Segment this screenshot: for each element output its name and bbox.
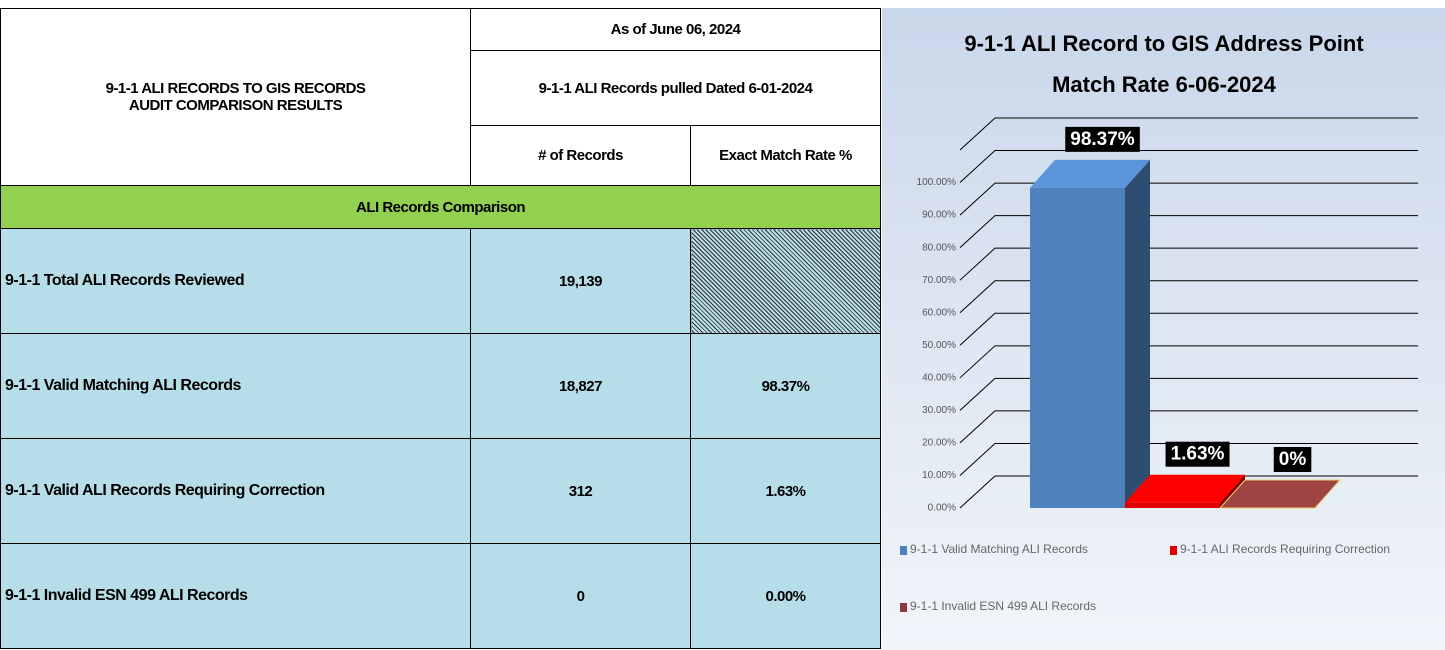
data-label-box bbox=[1165, 441, 1230, 467]
chart-background bbox=[882, 8, 1445, 650]
grid-line bbox=[959, 442, 1418, 476]
pulled-date: 9-1-1 ALI Records pulled Dated 6-01-2024 bbox=[469, 50, 882, 126]
data-label-box bbox=[1065, 126, 1140, 152]
y-tick-label: 90.00% bbox=[922, 210, 956, 221]
bar-top bbox=[1218, 479, 1342, 509]
section-header: ALI Records Comparison bbox=[0, 185, 882, 229]
column-header: Exact Match Rate % bbox=[689, 125, 882, 186]
y-tick-label: 70.00% bbox=[922, 275, 956, 286]
grid-line bbox=[959, 215, 1418, 249]
row-label: 9-1-1 Invalid ESN 499 ALI Records bbox=[0, 543, 471, 649]
match-rate: 1.63% bbox=[689, 438, 882, 544]
plot-frame bbox=[959, 117, 1418, 151]
grid-line bbox=[959, 345, 1418, 379]
legend-swatch bbox=[900, 546, 907, 555]
data-label-box bbox=[1273, 447, 1312, 473]
record-count: 0 bbox=[470, 543, 691, 649]
y-tick-label: 100.00% bbox=[917, 177, 957, 188]
chart-title: 9-1-1 ALI Record to GIS Address Point bbox=[964, 31, 1364, 56]
y-tick-label: 60.00% bbox=[922, 307, 956, 318]
legend-swatch bbox=[900, 603, 907, 612]
row-label: 9-1-1 Valid ALI Records Requiring Correc… bbox=[0, 438, 471, 544]
grid-line bbox=[959, 182, 1418, 216]
hatched-cell bbox=[689, 228, 882, 334]
y-tick-label: 0.00% bbox=[928, 503, 956, 514]
bar bbox=[1125, 502, 1220, 508]
grid-line bbox=[959, 247, 1418, 281]
grid-line bbox=[959, 410, 1418, 444]
grid-line bbox=[959, 475, 1418, 509]
bar-top bbox=[1030, 159, 1150, 188]
chart-title: Match Rate 6-06-2024 bbox=[1052, 72, 1277, 97]
legend-swatch bbox=[1170, 546, 1177, 555]
record-count: 312 bbox=[470, 438, 691, 544]
bar-side bbox=[1220, 474, 1245, 508]
chart: 9-1-1 ALI Record to GIS Address Point Ma… bbox=[882, 8, 1445, 650]
bar-side bbox=[1125, 159, 1150, 509]
y-tick-label: 80.00% bbox=[922, 242, 956, 253]
data-label: 1.63% bbox=[1171, 444, 1225, 465]
match-rate: 0.00% bbox=[689, 543, 882, 649]
table-title: AUDIT COMPARISON RESULTS bbox=[128, 97, 343, 114]
y-tick-label: 30.00% bbox=[922, 405, 956, 416]
grid-line bbox=[959, 280, 1418, 314]
grid-line bbox=[959, 377, 1418, 411]
as-of: As of June 06, 2024 bbox=[469, 8, 882, 51]
grid-line bbox=[959, 312, 1418, 346]
bar-top bbox=[1125, 474, 1245, 503]
record-count: 19,139 bbox=[470, 228, 691, 334]
column-header: # of Records bbox=[470, 125, 691, 186]
legend-label: 9-1-1 Invalid ESN 499 ALI Records bbox=[910, 599, 1096, 613]
legend-label: 9-1-1 Valid Matching ALI Records bbox=[910, 542, 1088, 556]
y-tick-label: 20.00% bbox=[922, 438, 956, 449]
y-tick-label: 10.00% bbox=[922, 470, 956, 481]
grid-line bbox=[959, 150, 1418, 183]
match-rate: 98.37% bbox=[689, 333, 882, 439]
table-title-cell: 9-1-1 ALI RECORDS TO GIS RECORDS AUDIT C… bbox=[0, 8, 471, 186]
row-label: 9-1-1 Total ALI Records Reviewed bbox=[0, 228, 471, 334]
table-title: 9-1-1 ALI RECORDS TO GIS RECORDS bbox=[105, 80, 366, 97]
data-label: 98.37% bbox=[1070, 129, 1135, 150]
y-tick-label: 40.00% bbox=[922, 372, 956, 383]
bar bbox=[1030, 187, 1125, 509]
record-count: 18,827 bbox=[470, 333, 691, 439]
row-label: 9-1-1 Valid Matching ALI Records bbox=[0, 333, 471, 439]
legend-label: 9-1-1 ALI Records Requiring Correction bbox=[1180, 542, 1390, 556]
y-tick-label: 50.00% bbox=[922, 340, 956, 351]
data-label: 0% bbox=[1279, 449, 1307, 470]
results-table: 9-1-1 ALI RECORDS TO GIS RECORDS AUDIT C… bbox=[0, 8, 882, 649]
